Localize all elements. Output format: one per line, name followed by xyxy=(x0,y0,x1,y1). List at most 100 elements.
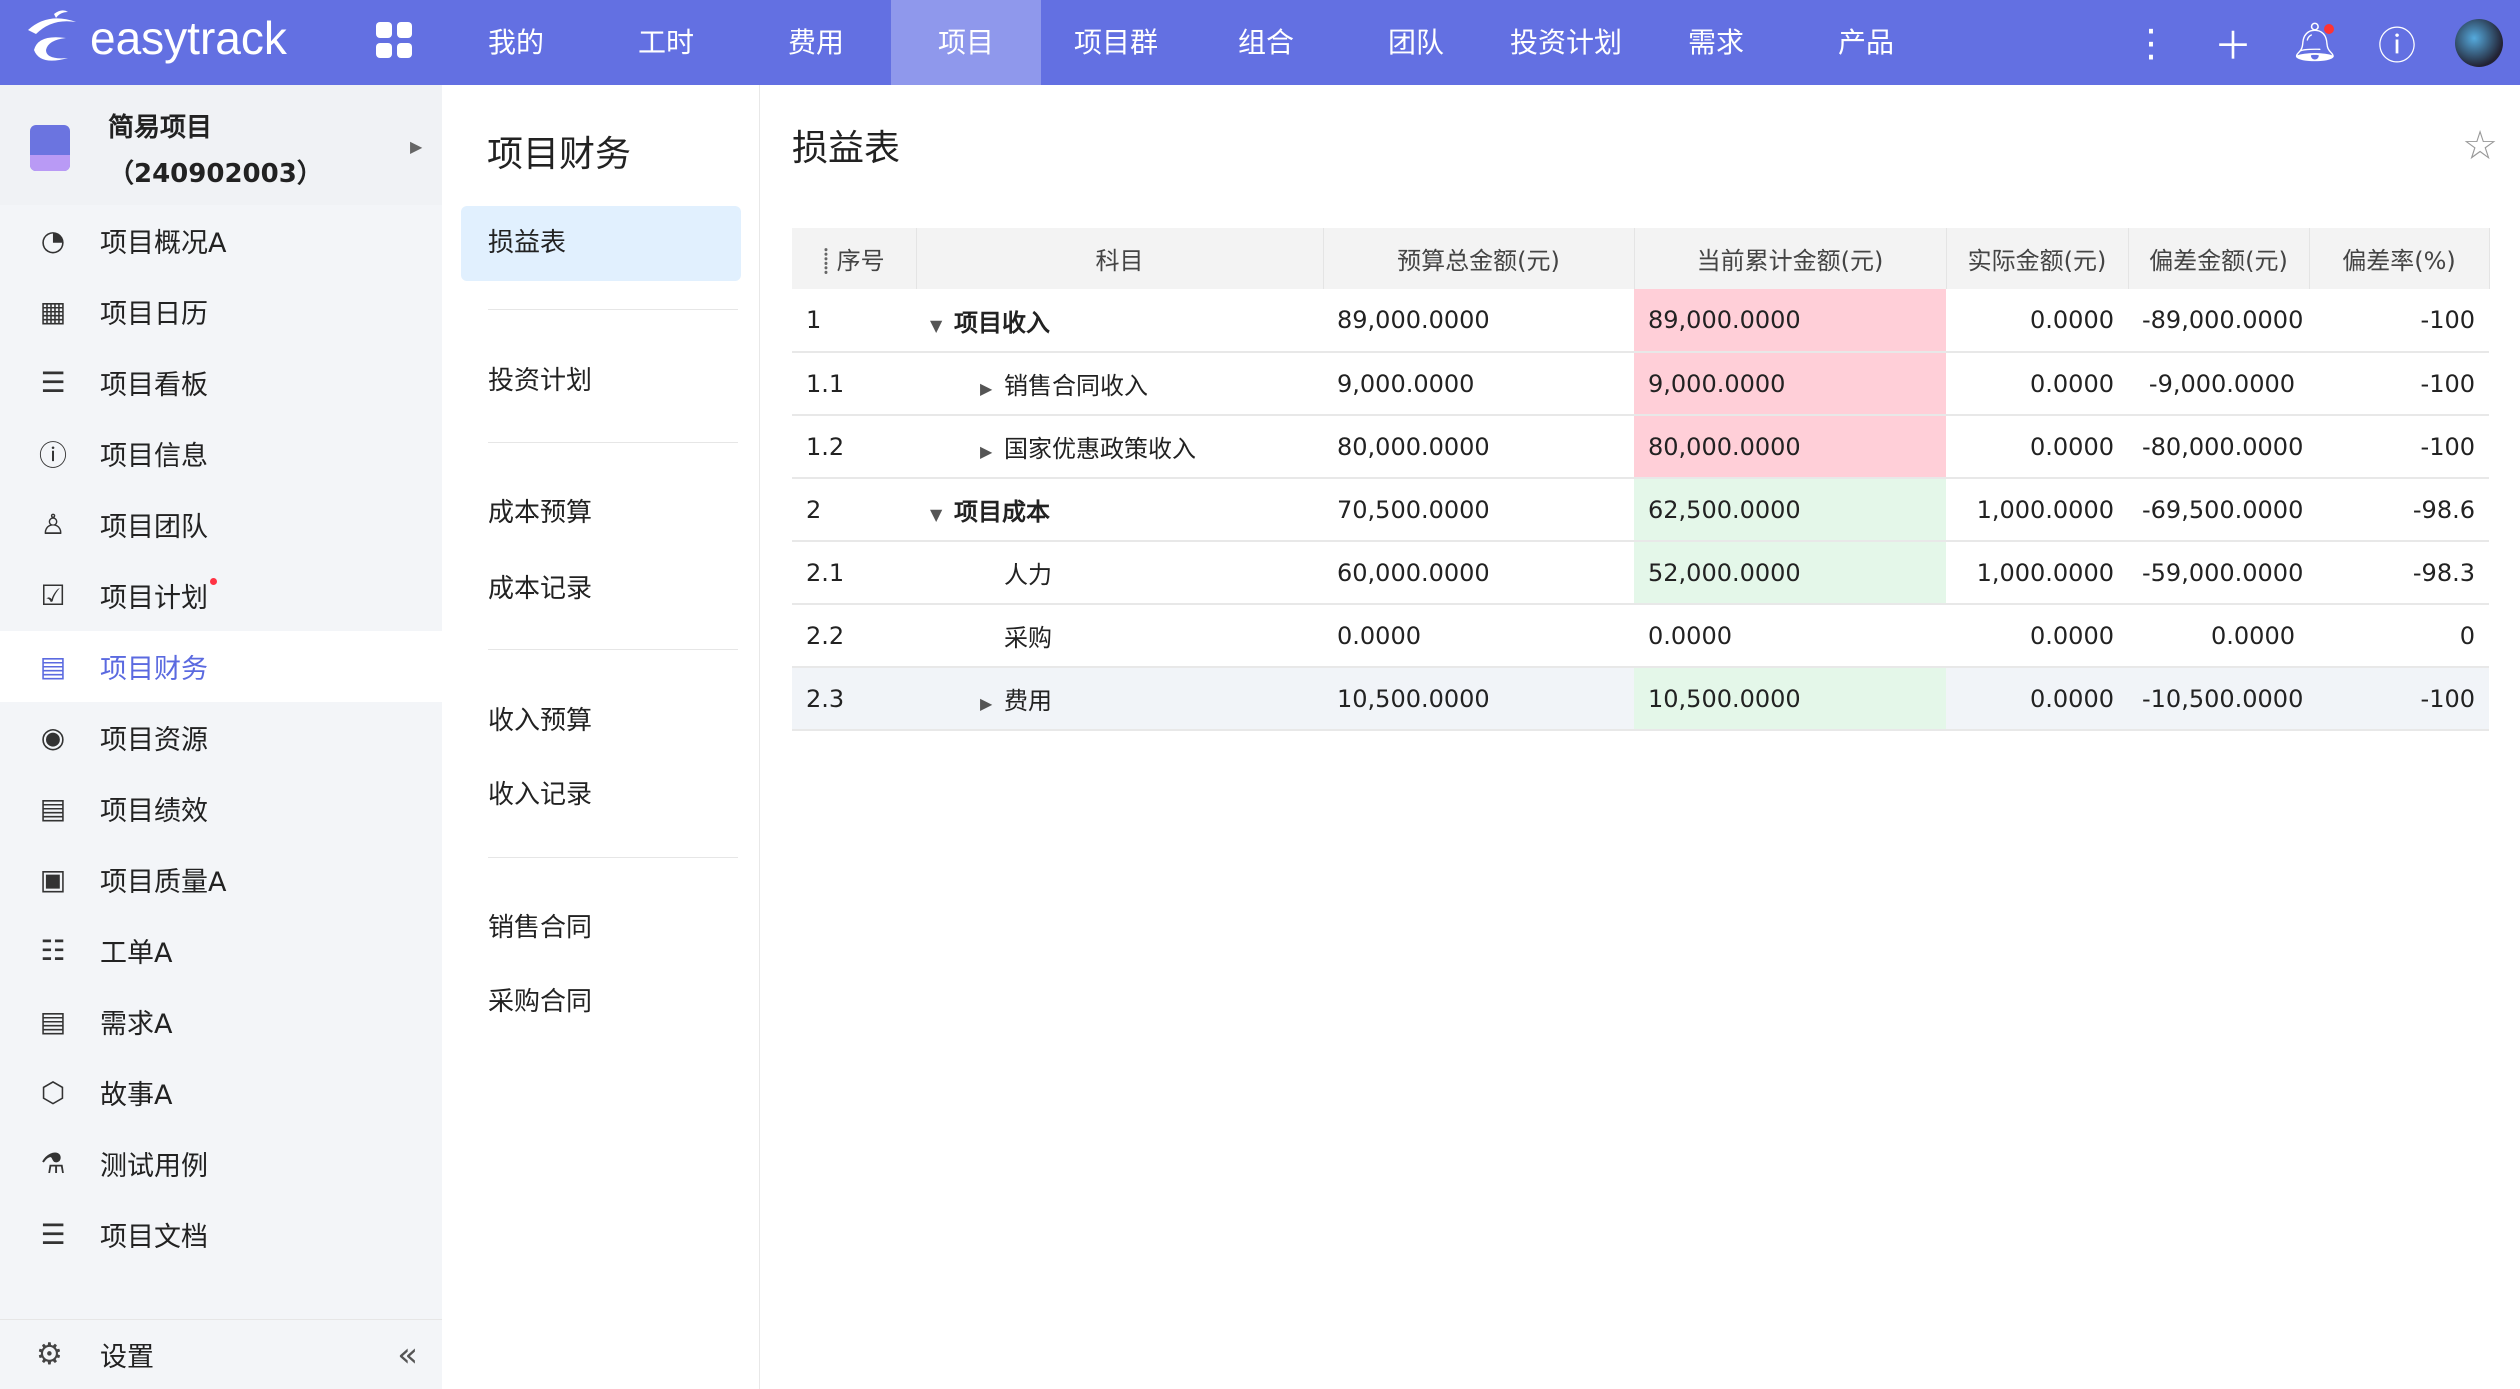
nav-item[interactable]: 费用 xyxy=(787,26,844,59)
cell-deviation: -69,500.0000 xyxy=(2128,478,2309,542)
logo-icon xyxy=(28,10,76,61)
sidebar-item[interactable]: ⬡ 故事A xyxy=(0,1057,442,1128)
column-header[interactable]: 当前累计金额(元) xyxy=(1634,228,1947,289)
sidebar-item-label: 项目文档 xyxy=(100,1222,208,1253)
caret-right-icon[interactable]: ▶ xyxy=(980,442,993,461)
nav-item[interactable]: 组合 xyxy=(1237,26,1294,59)
subnav-item-investment-plan[interactable]: 投资计划 xyxy=(488,366,593,396)
table-row[interactable]: 2 ▼ 项目成本 70,500.0000 62,500.0000 1,000.00… xyxy=(792,478,2489,542)
subnav-item-sales-contract[interactable]: 销售合同 xyxy=(488,913,593,943)
sidebar-item-label: 项目资源 xyxy=(100,725,208,756)
column-header[interactable]: 科目 xyxy=(916,228,1324,289)
column-header[interactable]: 偏差率(%) xyxy=(2309,228,2490,289)
cell-budget: 70,500.0000 xyxy=(1323,478,1634,542)
cell-current: 10,500.0000 xyxy=(1634,667,1946,731)
table-row[interactable]: 2.2 采购 0.0000 0.0000 0.0000 0.0000 0 xyxy=(792,604,2489,668)
caret-down-icon[interactable]: ▼ xyxy=(930,505,943,524)
star-icon[interactable]: ☆ xyxy=(2462,123,2498,169)
header-label: 预算总金额(元) xyxy=(1397,247,1560,275)
cell-deviation: -9,000.0000 xyxy=(2128,352,2309,416)
sidebar-item[interactable]: ⚗ 测试用例 xyxy=(0,1128,442,1199)
caret-right-icon[interactable]: ▶ xyxy=(410,137,423,156)
caret-right-icon[interactable]: ▶ xyxy=(980,694,993,713)
sidebar-item[interactable]: ⓘ 项目信息 xyxy=(0,418,442,489)
column-header[interactable]: ⸽ 序号 xyxy=(792,228,917,289)
sidebar-item[interactable]: ☰ 项目文档 xyxy=(0,1199,442,1270)
caret-down-icon[interactable]: ▼ xyxy=(930,315,943,335)
document-icon: ☰ xyxy=(40,1218,66,1251)
sidebar-item[interactable]: ▤ 项目绩效 xyxy=(0,773,442,844)
cell-no: 1.1 xyxy=(792,352,916,416)
subnav-item-profit-loss[interactable]: 损益表 xyxy=(461,206,741,281)
divider xyxy=(488,649,738,650)
subject-label: 项目收入 xyxy=(954,308,1050,337)
column-header[interactable]: 偏差金额(元) xyxy=(2128,228,2310,289)
collapse-sidebar-icon[interactable]: « xyxy=(397,1334,418,1375)
cell-current: 80,000.0000 xyxy=(1634,415,1946,479)
sidebar-item[interactable]: ▤ 需求A xyxy=(0,986,442,1057)
cell-budget: 0.0000 xyxy=(1323,604,1634,668)
calendar-icon: ▦ xyxy=(39,295,67,328)
header-label: 科目 xyxy=(1095,247,1144,275)
subnav-item-purchase-contract[interactable]: 采购合同 xyxy=(488,987,593,1017)
sidebar-item[interactable]: ☰ 项目看板 xyxy=(0,347,442,418)
cell-no: 2.2 xyxy=(792,604,916,668)
bell-icon[interactable]: 🔔︎ xyxy=(2290,20,2340,64)
cell-deviation: -89,000.0000 xyxy=(2128,289,2309,353)
table-row[interactable]: 2.3 ▶ 费用 10,500.0000 10,500.0000 0.0000 -… xyxy=(792,667,2489,731)
nav-item[interactable]: 投资计划 xyxy=(1509,26,1622,59)
cell-actual: 1,000.0000 xyxy=(1946,478,2128,542)
nav-item[interactable]: 工时 xyxy=(637,26,694,59)
table-row[interactable]: 2.1 人力 60,000.0000 52,000.0000 1,000.000… xyxy=(792,541,2489,605)
sidebar-item[interactable]: ☷ 工单A xyxy=(0,915,442,986)
sidebar-item-label: 测试用例 xyxy=(100,1151,208,1182)
sidebar-item[interactable]: ▤ 项目财务 xyxy=(0,631,442,702)
subnav-item-cost-budget[interactable]: 成本预算 xyxy=(488,498,593,528)
subnav-item-income-budget[interactable]: 收入预算 xyxy=(488,706,593,736)
table-row[interactable]: 1.2 ▶ 国家优惠政策收入 80,000.0000 80,000.0000 0.… xyxy=(792,415,2489,479)
plus-icon[interactable]: ＋ xyxy=(2213,24,2252,68)
project-switcher[interactable]: 简易项目（240902003） ▶ xyxy=(0,85,442,205)
subject-label: 项目成本 xyxy=(954,498,1050,526)
help-icon[interactable]: ⓘ xyxy=(2377,24,2416,68)
table-row[interactable]: 1.1 ▶ 销售合同收入 9,000.0000 9,000.0000 0.0000… xyxy=(792,352,2489,416)
sidebar-item[interactable]: ◔ 项目概况A xyxy=(0,205,442,276)
profit-loss-table: ⸽ 序号 科目 预算总金额(元) 当前累计金额(元) 实际金额(元) 偏差金额(元) 偏差率… xyxy=(792,228,2490,731)
subnav-item-income-record[interactable]: 收入记录 xyxy=(488,780,593,810)
cell-no: 2.1 xyxy=(792,541,916,605)
drag-handle-icon[interactable]: ⸽ xyxy=(822,246,837,275)
column-header[interactable]: 预算总金额(元) xyxy=(1323,228,1635,289)
notification-dot xyxy=(210,578,217,585)
sidebar-item[interactable]: ♙ 项目团队 xyxy=(0,489,442,560)
settings-button[interactable]: ⚙ 设置 « xyxy=(0,1319,442,1389)
cell-actual: 0.0000 xyxy=(1946,604,2128,668)
cell-subject: ▶ 国家优惠政策收入 xyxy=(916,415,1323,479)
apps-grid-icon[interactable] xyxy=(376,22,412,58)
cell-rate: -98.3 xyxy=(2309,541,2489,605)
nav-item[interactable]: 产品 xyxy=(1837,26,1894,59)
nav-item[interactable]: 我的 xyxy=(487,26,544,59)
nav-item[interactable]: 需求 xyxy=(1687,26,1744,59)
caret-right-icon[interactable]: ▶ xyxy=(980,379,993,398)
table-row[interactable]: 1 ▼ 项目收入 89,000.0000 89,000.0000 0.0000 -… xyxy=(792,289,2489,353)
cell-no: 2.3 xyxy=(792,667,916,731)
cell-deviation: -10,500.0000 xyxy=(2128,667,2309,731)
nav-item[interactable]: 项目群 xyxy=(1073,26,1158,59)
sub-nav-title: 项目财务 xyxy=(487,134,632,175)
nav-item[interactable]: 团队 xyxy=(1387,26,1444,59)
sidebar-item[interactable]: ▣ 项目质量A xyxy=(0,844,442,915)
sidebar-item[interactable]: ◉ 项目资源 xyxy=(0,702,442,773)
header-label: 偏差金额(元) xyxy=(2149,247,2288,275)
avatar[interactable] xyxy=(2438,18,2520,67)
subject-label: 费用 xyxy=(1004,687,1052,715)
cell-rate: -100 xyxy=(2309,289,2489,353)
logo[interactable]: easytrack xyxy=(18,8,287,68)
subnav-item-cost-record[interactable]: 成本记录 xyxy=(488,574,593,604)
sidebar-item-label: 项目财务 xyxy=(100,654,208,685)
sidebar-item[interactable]: ▦ 项目日历 xyxy=(0,276,442,347)
header-label: 序号 xyxy=(836,246,885,275)
nav-item[interactable]: 项目 xyxy=(891,0,1041,85)
sidebar-item[interactable]: ☑ 项目计划 xyxy=(0,560,442,631)
column-header[interactable]: 实际金额(元) xyxy=(1946,228,2129,289)
more-icon[interactable]: ⋮ xyxy=(2132,20,2170,65)
